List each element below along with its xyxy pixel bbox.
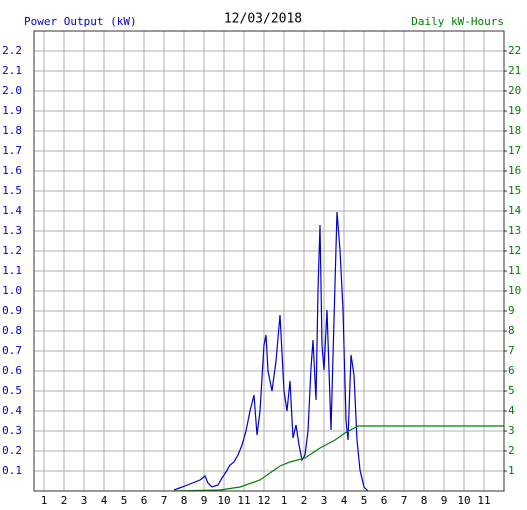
y-tick-label: 1.0: [2, 284, 22, 297]
y2-tick-label: 10: [508, 284, 521, 297]
y-tick-label: 0.9: [2, 304, 22, 317]
plot: [173, 211, 504, 492]
y2-tick-label: 19: [508, 104, 521, 117]
x-tick-label: 1: [281, 494, 288, 507]
y-tick-label: 0.6: [2, 364, 22, 377]
y2-axis-title: Daily kW-Hours: [411, 15, 504, 28]
x-tick-label: 7: [401, 494, 408, 507]
x-tick-label: 9: [441, 494, 448, 507]
y2-tick-label: 18: [508, 124, 521, 137]
y2-tick-label: 8: [508, 324, 515, 337]
x-tick-label: 6: [141, 494, 148, 507]
y2-tick-label: 11: [508, 264, 521, 277]
series-line: [173, 425, 504, 492]
y2-tick-label: 13: [508, 224, 521, 237]
x-tick-label: 3: [321, 494, 328, 507]
x-tick-label: 5: [361, 494, 368, 507]
y-tick-label: 1.1: [2, 264, 22, 277]
y2-tick-label: 2: [508, 444, 515, 457]
y2-tick-label: 21: [508, 64, 521, 77]
chart-title: 12/03/2018: [224, 12, 302, 27]
x-tick-label: 2: [61, 494, 68, 507]
y2-tick-label: 16: [508, 164, 521, 177]
x-tick-label: 10: [217, 494, 230, 507]
y-tick-label: 1.6: [2, 164, 22, 177]
y2-tick-label: 12: [508, 244, 521, 257]
y-tick-label: 1.3: [2, 224, 22, 237]
y-tick-label: 0.7: [2, 344, 22, 357]
x-tick-label: 6: [381, 494, 388, 507]
y2-tick-label: 14: [508, 204, 522, 217]
y2-tick-label: 20: [508, 84, 521, 97]
y-tick-label: 0.1: [2, 464, 22, 477]
x-tick-label: 2: [301, 494, 308, 507]
y-tick-label: 0.5: [2, 384, 22, 397]
y-tick-label: 2.1: [2, 64, 22, 77]
y-tick-label: 1.5: [2, 184, 22, 197]
y2-tick-label: 17: [508, 144, 521, 157]
y-tick-label: 1.4: [2, 204, 22, 217]
y-tick-label: 1.9: [2, 104, 22, 117]
plot-frame: [33, 30, 505, 492]
x-tick-label: 12: [257, 494, 270, 507]
x-tick-label: 1: [41, 494, 48, 507]
y2-tick-label: 1: [508, 464, 515, 477]
y-tick-label: 1.8: [2, 124, 22, 137]
y-tick-label: 2.2: [2, 44, 22, 57]
x-tick-label: 11: [477, 494, 490, 507]
y-tick-label: 0.3: [2, 424, 22, 437]
x-tick-label: 4: [341, 494, 348, 507]
y-tick-label: 1.7: [2, 144, 22, 157]
y-tick-label: 0.2: [2, 444, 22, 457]
y-axis-title: Power Output (kW): [24, 15, 137, 28]
y-tick-label: 0.8: [2, 324, 22, 337]
x-tick-label: 11: [237, 494, 250, 507]
y2-tick-label: 5: [508, 384, 515, 397]
x-tick-label: 5: [121, 494, 128, 507]
series-line: [173, 211, 369, 492]
y2-tick-label: 15: [508, 184, 521, 197]
y2-tick-label: 7: [508, 344, 515, 357]
x-tick-label: 8: [421, 494, 428, 507]
y2-tick-label: 22: [508, 44, 521, 57]
y-tick-label: 1.2: [2, 244, 22, 257]
y-tick-label: 2.0: [2, 84, 22, 97]
x-tick-label: 9: [201, 494, 208, 507]
y-tick-label: 0.4: [2, 404, 22, 417]
x-tick-label: 10: [457, 494, 470, 507]
x-tick-label: 4: [101, 494, 108, 507]
y2-tick-label: 3: [508, 424, 515, 437]
y2-tick-label: 6: [508, 364, 515, 377]
grid: [34, 31, 504, 491]
y2-tick-label: 4: [508, 404, 515, 417]
y2-tick-label: 9: [508, 304, 515, 317]
x-tick-label: 8: [181, 494, 188, 507]
x-tick-label: 7: [161, 494, 168, 507]
x-tick-label: 3: [81, 494, 88, 507]
